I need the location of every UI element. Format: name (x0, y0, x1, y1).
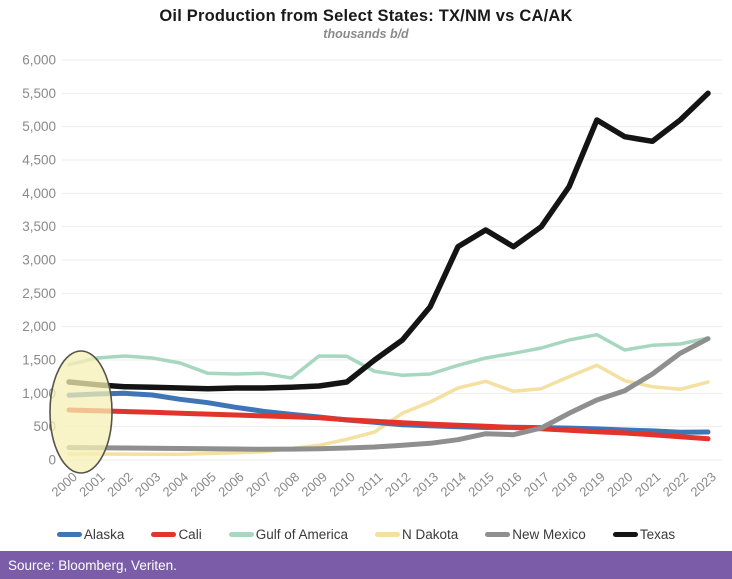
x-axis-tick-label: 2013 (410, 469, 442, 499)
line-chart-plot-area: 05001,0001,5002,0002,5003,0003,5004,0004… (22, 53, 722, 500)
x-axis-tick-label: 2007 (243, 469, 275, 499)
chart-title: Oil Production from Select States: TX/NM… (159, 7, 573, 25)
legend-marker-gulf-of-america (228, 531, 254, 537)
y-axis-tick-label: 3,000 (22, 253, 56, 268)
series-line-new-mexico (66, 336, 711, 452)
y-axis-tick-label: 5,000 (22, 119, 56, 134)
chart-legend: Alaska Cali Gulf of America N Dakota New Mex… (0, 521, 732, 547)
x-axis-tick-label: 2005 (187, 469, 219, 499)
x-axis-tick-label: 2011 (355, 469, 386, 499)
y-axis-tick-label: 4,000 (22, 186, 56, 201)
legend-label-n-dakota: N Dakota (402, 526, 459, 542)
x-axis-tick-label: 2009 (299, 469, 331, 499)
legend-label-texas: Texas (639, 526, 676, 542)
series-line-gulf-of-america (67, 332, 710, 380)
legend-item-gulf-of-america: Gulf of America (228, 526, 348, 542)
y-axis-tick-label: 2,500 (22, 286, 56, 301)
legend-item-n-dakota: N Dakota (375, 527, 458, 542)
source-text: Source: Bloomberg, Veriten. (8, 557, 177, 573)
x-axis-tick-label: 2023 (687, 469, 719, 499)
source-footer-bar: Source: Bloomberg, Veriten. (0, 551, 732, 579)
legend-label-gulf-of-america: Gulf of America (255, 526, 348, 542)
y-axis-tick-label: 6,000 (22, 53, 56, 68)
x-axis-tick-label: 2006 (215, 469, 247, 499)
legend-marker-cali (151, 531, 177, 537)
legend-label-cali: Cali (178, 526, 202, 542)
x-axis-tick-label: 2008 (271, 469, 303, 499)
y-axis-tick-label: 1,000 (22, 386, 56, 401)
highlight-ellipse-annotation (49, 350, 113, 474)
x-axis-tick-label: 2012 (382, 469, 414, 499)
x-axis-tick-label: 2010 (326, 469, 358, 499)
legend-item-new-mexico: New Mexico (485, 527, 586, 542)
y-axis-tick-label: 1,500 (22, 353, 56, 368)
x-axis-tick-label: 2021 (632, 469, 664, 499)
legend-label-new-mexico: New Mexico (512, 526, 586, 542)
legend-marker-new-mexico (485, 531, 511, 537)
x-axis-tick-label: 2016 (493, 469, 525, 499)
series-line-cali (66, 407, 711, 442)
x-axis-tick-label: 2022 (660, 469, 692, 499)
x-axis-tick-label: 2019 (576, 469, 608, 499)
legend-item-texas: Texas (612, 526, 676, 542)
y-axis-tick-label: 5,500 (22, 86, 56, 101)
x-axis-tick-label: 2018 (549, 469, 581, 499)
x-axis-tick-label: 2002 (104, 469, 136, 499)
legend-marker-alaska (56, 531, 82, 537)
x-axis-tick-label: 2017 (521, 469, 553, 499)
x-axis-tick-label: 2003 (132, 469, 164, 499)
y-axis-tick-label: 2,000 (22, 319, 56, 334)
series-line-texas (66, 90, 711, 392)
y-axis-tick-label: 3,500 (22, 219, 56, 234)
y-axis-tick-label: 0 (48, 453, 56, 468)
legend-item-cali: Cali (151, 526, 202, 542)
x-axis-tick-label: 2015 (465, 469, 497, 499)
chart-subtitle: thousands b/d (323, 27, 409, 41)
x-axis-tick-label: 2000 (48, 469, 80, 499)
x-axis-tick-label: 2004 (160, 469, 192, 499)
legend-marker-texas (612, 531, 638, 537)
y-axis-tick-label: 4,500 (22, 153, 56, 168)
legend-marker-n-dakota (375, 531, 400, 537)
legend-item-alaska: Alaska (56, 526, 125, 542)
x-axis-tick-label: 2020 (604, 469, 636, 499)
series-line-n-dakota (67, 363, 710, 457)
x-axis-tick-label: 2014 (437, 469, 469, 499)
legend-label-alaska: Alaska (83, 526, 125, 542)
